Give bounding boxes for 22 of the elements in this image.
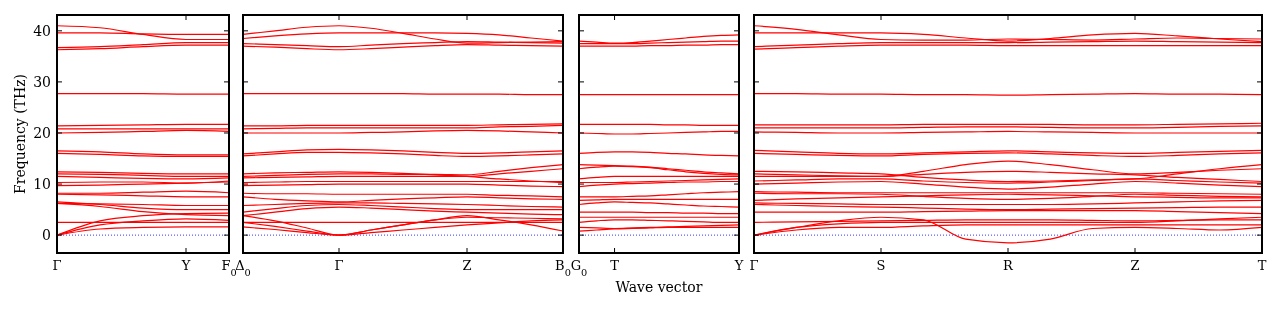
y-tick-label: 20 bbox=[33, 124, 51, 141]
y-axis-title: Frequency (THz) bbox=[12, 73, 28, 195]
x-tick-label: G$_{0}$ bbox=[570, 258, 588, 278]
x-tick-label: Γ bbox=[52, 258, 62, 273]
x-tick-label: Y bbox=[180, 258, 191, 273]
x-tick-label: T bbox=[1257, 258, 1267, 273]
x-tick-label: Γ bbox=[749, 258, 759, 273]
x-tick-label: Z bbox=[462, 258, 472, 273]
y-tick-label: 40 bbox=[33, 22, 51, 39]
x-tick-label: Δ$_{0}$ bbox=[235, 258, 251, 278]
x-tick-label: Z bbox=[1130, 258, 1140, 273]
x-tick-label: B$_{0}$ bbox=[555, 258, 571, 278]
x-tick-label: R bbox=[1003, 258, 1015, 273]
y-tick-label: 0 bbox=[42, 227, 51, 244]
x-tick-label: Y bbox=[733, 258, 744, 273]
y-tick-label: 30 bbox=[33, 73, 51, 90]
x-tick-label: F$_{0}$ bbox=[221, 258, 237, 278]
x-tick-label: Γ bbox=[334, 258, 344, 273]
x-axis-title: Wave vector bbox=[615, 279, 703, 295]
x-tick-label: T bbox=[610, 258, 620, 273]
y-tick-label: 10 bbox=[33, 175, 51, 192]
x-tick-label: S bbox=[876, 258, 886, 273]
